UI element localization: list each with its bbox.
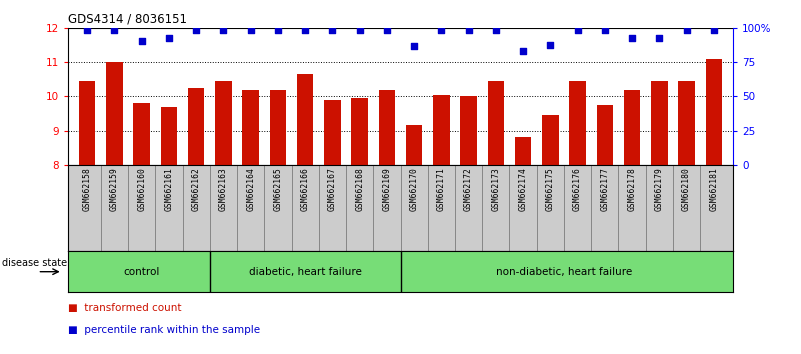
Bar	[324, 100, 340, 165]
Bar	[161, 107, 177, 165]
Text: GSM662181: GSM662181	[710, 167, 718, 211]
Point	[299, 27, 312, 33]
Point	[244, 27, 257, 33]
Bar	[678, 81, 694, 165]
Point	[408, 43, 421, 49]
Point	[135, 38, 148, 44]
Point	[680, 27, 693, 33]
Point	[489, 27, 502, 33]
Text: GSM662161: GSM662161	[164, 167, 173, 211]
Text: GSM662177: GSM662177	[601, 167, 610, 211]
Text: GSM662180: GSM662180	[682, 167, 691, 211]
Bar	[107, 62, 123, 165]
Text: non-diabetic, heart failure: non-diabetic, heart failure	[496, 267, 632, 277]
Point	[544, 42, 557, 47]
Text: GSM662164: GSM662164	[246, 167, 256, 211]
Text: GSM662162: GSM662162	[191, 167, 200, 211]
Point	[190, 27, 203, 33]
Text: GSM662171: GSM662171	[437, 167, 446, 211]
Bar	[597, 105, 613, 165]
Text: GSM662174: GSM662174	[518, 167, 528, 211]
Point	[108, 27, 121, 33]
Text: GSM662175: GSM662175	[545, 167, 555, 211]
Bar	[515, 137, 531, 165]
Text: GSM662173: GSM662173	[491, 167, 501, 211]
Bar	[270, 90, 286, 165]
Bar	[352, 98, 368, 165]
Point	[653, 35, 666, 41]
Bar	[651, 81, 667, 165]
Bar	[624, 90, 640, 165]
Text: ■  transformed count: ■ transformed count	[68, 303, 182, 313]
Text: ■  percentile rank within the sample: ■ percentile rank within the sample	[68, 325, 260, 335]
Text: GSM662158: GSM662158	[83, 167, 91, 211]
Bar	[570, 81, 586, 165]
Point	[380, 27, 393, 33]
Text: GSM662169: GSM662169	[382, 167, 392, 211]
Point	[353, 27, 366, 33]
Text: GSM662160: GSM662160	[137, 167, 146, 211]
Point	[598, 27, 611, 33]
Point	[707, 27, 720, 33]
Text: GSM662165: GSM662165	[273, 167, 283, 211]
Point	[326, 27, 339, 33]
Text: disease state: disease state	[2, 258, 66, 268]
Point	[626, 35, 638, 41]
Text: GSM662170: GSM662170	[409, 167, 419, 211]
Bar	[406, 125, 422, 165]
Point	[435, 27, 448, 33]
Text: control: control	[123, 267, 160, 277]
Text: GDS4314 / 8036151: GDS4314 / 8036151	[68, 12, 187, 25]
Point	[81, 27, 94, 33]
Bar	[461, 96, 477, 165]
Point	[517, 48, 529, 54]
Bar	[379, 90, 395, 165]
Text: GSM662159: GSM662159	[110, 167, 119, 211]
Point	[462, 27, 475, 33]
Bar	[542, 115, 558, 165]
Text: GSM662167: GSM662167	[328, 167, 337, 211]
Bar	[134, 103, 150, 165]
Bar	[433, 95, 449, 165]
Text: GSM662166: GSM662166	[300, 167, 310, 211]
Point	[163, 35, 175, 41]
Text: GSM662178: GSM662178	[628, 167, 637, 211]
Point	[571, 27, 584, 33]
Point	[272, 27, 284, 33]
Text: diabetic, heart failure: diabetic, heart failure	[248, 267, 361, 277]
Bar	[215, 81, 231, 165]
Text: GSM662172: GSM662172	[464, 167, 473, 211]
Text: GSM662179: GSM662179	[655, 167, 664, 211]
Point	[217, 27, 230, 33]
Text: GSM662168: GSM662168	[355, 167, 364, 211]
Bar	[188, 88, 204, 165]
Bar	[706, 59, 722, 165]
Bar	[297, 74, 313, 165]
Bar	[488, 81, 504, 165]
Bar	[243, 90, 259, 165]
Bar	[79, 81, 95, 165]
Text: GSM662163: GSM662163	[219, 167, 228, 211]
Text: GSM662176: GSM662176	[573, 167, 582, 211]
